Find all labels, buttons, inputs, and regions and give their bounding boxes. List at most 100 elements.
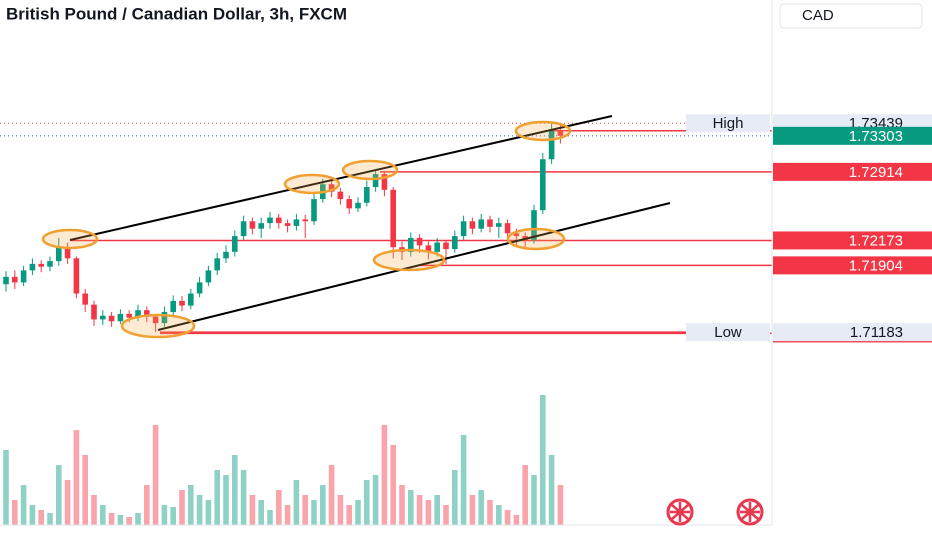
- channel-lower: [157, 202, 671, 331]
- currency-button[interactable]: [779, 3, 923, 29]
- volume-bar: [513, 515, 520, 525]
- level-tag: [773, 256, 932, 275]
- volume-bar: [460, 435, 467, 525]
- candle-body: [144, 310, 150, 317]
- candle-body: [548, 130, 555, 160]
- candle-body: [460, 221, 467, 237]
- candle-body: [557, 130, 564, 136]
- candle-body: [249, 221, 256, 229]
- last-price-tag: [773, 126, 932, 145]
- candle-layer: [3, 123, 564, 333]
- candle-body: [64, 247, 71, 259]
- currency-label[interactable]: CAD: [802, 7, 834, 24]
- volume-bar: [249, 495, 256, 525]
- candle-body: [3, 276, 9, 285]
- level-tag: [773, 231, 932, 250]
- volume-bar: [12, 500, 18, 525]
- candle-body: [487, 219, 493, 227]
- candle-body: [196, 282, 203, 294]
- volume-bar: [311, 500, 317, 525]
- volume-bar: [91, 495, 97, 525]
- marker-value: 1.71183: [850, 324, 903, 341]
- volume-bar: [135, 513, 141, 525]
- candle-body: [364, 187, 370, 203]
- candle-body: [223, 251, 229, 259]
- volume-bar: [196, 495, 203, 525]
- candle-body: [188, 293, 194, 306]
- volume-bar: [64, 480, 71, 525]
- volume-bar: [161, 505, 168, 525]
- touch-circle: [120, 313, 196, 339]
- volume-bar: [487, 500, 493, 525]
- volume-bar: [284, 505, 291, 525]
- volume-bar: [100, 505, 106, 525]
- candle-body: [531, 210, 537, 240]
- volume-bar: [381, 425, 388, 525]
- touch-circle: [506, 227, 566, 251]
- candle-body: [390, 189, 396, 248]
- drawings: [41, 115, 671, 339]
- volume-bar: [205, 500, 212, 525]
- touch-circle: [514, 120, 572, 142]
- last-price-label: 1.73303: [849, 128, 903, 145]
- touch-circle: [341, 159, 399, 181]
- candle-body: [161, 312, 168, 324]
- candle-body: [73, 258, 80, 294]
- touch-circle: [283, 173, 341, 195]
- candle-body: [152, 316, 159, 324]
- volume-bar: [293, 480, 300, 525]
- volume-bar: [302, 495, 308, 525]
- chart-title: British Pound / Canadian Dollar, 3h, FXC…: [6, 4, 347, 23]
- candle-body: [496, 223, 502, 227]
- volume-bar: [240, 470, 247, 525]
- candle-body: [478, 219, 484, 229]
- volume-bar: [73, 430, 80, 525]
- candle-body: [311, 199, 317, 222]
- volume-bar: [152, 425, 159, 525]
- candle-body: [135, 310, 141, 318]
- volume-bar: [355, 500, 361, 525]
- volume-bar: [3, 450, 9, 525]
- candle-body: [91, 304, 97, 320]
- volume-bar: [56, 465, 62, 525]
- volume-bar: [258, 500, 264, 525]
- candle-body: [469, 221, 476, 229]
- volume-bar: [170, 507, 176, 525]
- candle-body: [425, 245, 432, 252]
- volume-bar: [126, 517, 132, 525]
- volume-bar: [29, 505, 36, 525]
- volume-bar: [425, 500, 432, 525]
- touch-circle: [372, 248, 446, 272]
- level-tag-label: 1.72173: [849, 232, 903, 249]
- candle-body: [434, 242, 440, 252]
- candle-body: [346, 199, 352, 209]
- candle-body: [408, 237, 414, 252]
- volume-bar: [416, 495, 423, 525]
- candle-body: [258, 223, 264, 229]
- candle-body: [214, 258, 220, 271]
- candle-body: [38, 263, 44, 267]
- volume-layer: [3, 395, 564, 525]
- candle-body: [117, 313, 124, 322]
- candle-body: [328, 184, 335, 192]
- candle-body: [108, 315, 115, 322]
- candle-body: [29, 263, 36, 271]
- candle-body: [100, 315, 106, 320]
- candle-body: [504, 223, 511, 234]
- flag-cross: [740, 502, 760, 522]
- volume-bar: [232, 455, 238, 525]
- level-tag-label: 1.72914: [849, 164, 903, 181]
- candle-body: [293, 219, 300, 226]
- candle-body: [372, 174, 379, 188]
- volume-bar: [82, 455, 88, 525]
- marker-name: Low: [714, 324, 742, 341]
- candle-body: [232, 236, 238, 252]
- volume-bar: [531, 475, 537, 525]
- volume-bar: [496, 505, 502, 525]
- volume-bar: [364, 480, 370, 525]
- level-tag: [773, 162, 932, 181]
- volume-bar: [372, 475, 379, 525]
- candle-body: [443, 242, 449, 250]
- candle-body: [284, 223, 291, 226]
